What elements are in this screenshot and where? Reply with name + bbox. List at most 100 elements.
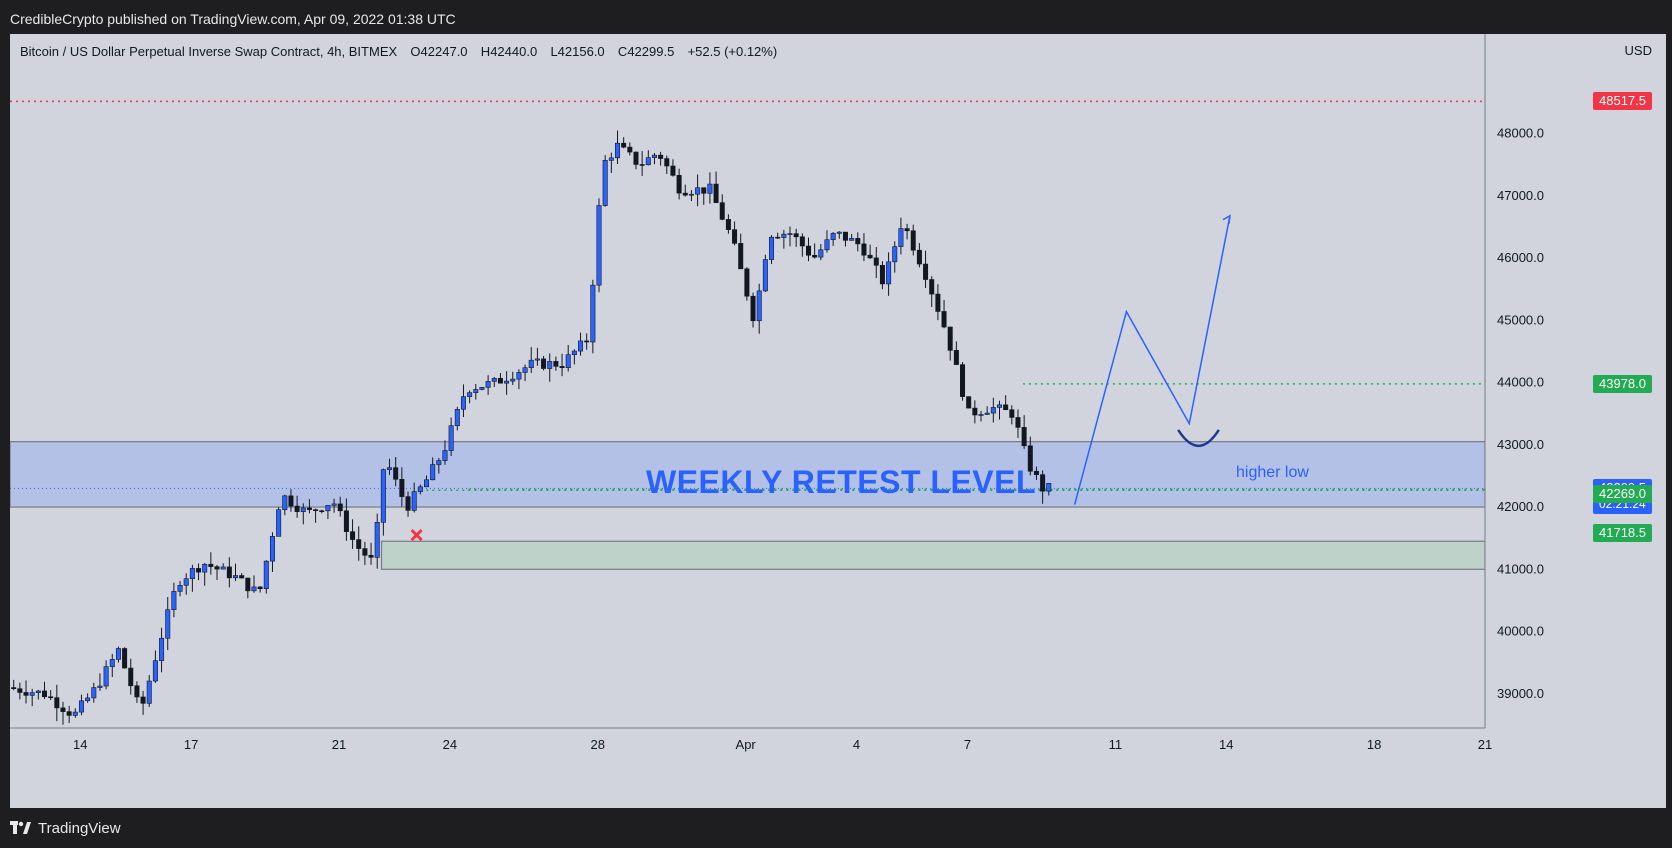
candle-up[interactable] [534,358,540,361]
candle-down[interactable] [682,192,688,196]
candle-up[interactable] [769,236,775,260]
candle-up[interactable] [269,536,275,562]
candle-up[interactable] [978,414,984,416]
candle-down[interactable] [1003,404,1009,411]
candle-down[interactable] [732,229,738,244]
candle-down[interactable] [393,467,399,480]
candle-down[interactable] [873,257,879,266]
candle-up[interactable] [29,692,35,696]
candle-down[interactable] [929,279,935,295]
candle-up[interactable] [516,372,522,380]
candle-up[interactable] [590,284,596,343]
candle-down[interactable] [658,154,664,159]
candle-up[interactable] [251,586,257,592]
candle-up[interactable] [91,687,97,699]
candle-down[interactable] [239,575,245,579]
candle-up[interactable] [491,378,497,382]
candle-down[interactable] [775,236,781,239]
candle-up[interactable] [596,205,602,286]
candle-down[interactable] [60,707,66,712]
candle-down[interactable] [664,158,670,167]
candle-up[interactable] [898,228,904,247]
candle-up[interactable] [756,290,762,322]
candle-up[interactable] [417,486,423,492]
candle-up[interactable] [836,231,842,234]
candle-up[interactable] [220,566,226,570]
candle-up[interactable] [202,563,208,573]
candle-up[interactable] [824,239,830,251]
candle-up[interactable] [473,389,479,393]
candle-down[interactable] [313,509,319,511]
candle-down[interactable] [17,688,23,693]
candle-down[interactable] [337,503,343,512]
candle-down[interactable] [553,361,559,367]
candle-up[interactable] [454,408,460,427]
candle-down[interactable] [923,263,929,280]
candle-up[interactable] [504,380,510,384]
candle-down[interactable] [1027,445,1033,472]
candle-down[interactable] [960,364,966,397]
candle-up[interactable] [331,503,337,506]
candle-up[interactable] [35,690,41,693]
candle-up[interactable] [423,479,429,488]
candle-up[interactable] [886,261,892,285]
candle-down[interactable] [559,366,565,369]
candle-down[interactable] [122,648,128,669]
candle-up[interactable] [528,359,534,369]
candle-up[interactable] [602,160,608,206]
candle-up[interactable] [448,425,454,451]
candle-down[interactable] [1021,427,1027,447]
candle-up[interactable] [688,193,694,196]
candlestick-chart[interactable]: 39000.0 40000.0 41000.0 42000.0 43000.0 44000… [10,34,1666,808]
candle-up[interactable] [300,507,306,512]
candle-down[interactable] [627,146,633,153]
candle-up[interactable] [97,685,103,688]
candle-down[interactable] [134,685,140,698]
candle-up[interactable] [571,350,577,356]
candle-down[interactable] [584,340,590,343]
candle-down[interactable] [66,711,72,716]
candle-down[interactable] [42,690,48,698]
candle-down[interactable] [916,249,922,265]
candle-up[interactable] [442,450,448,461]
candle-down[interactable] [744,268,750,297]
candle-down[interactable] [935,293,941,312]
candle-up[interactable] [387,467,393,470]
candle-down[interactable] [399,479,405,497]
candle-down[interactable] [1015,417,1021,428]
candle-down[interactable] [910,230,916,251]
candle-up[interactable] [152,660,158,682]
candle-up[interactable] [645,157,651,166]
candle-down[interactable] [633,151,639,165]
candle-up[interactable] [276,509,282,537]
candle-up[interactable] [547,361,553,369]
candle-up[interactable] [522,367,528,373]
candle-down[interactable] [319,510,325,512]
candle-up[interactable] [177,584,183,592]
candle-down[interactable] [1040,474,1046,492]
chart-frame[interactable]: 39000.0 40000.0 41000.0 42000.0 43000.0 44000… [10,34,1666,808]
candle-down[interactable] [54,697,60,709]
candle-up[interactable] [109,659,115,667]
candle-down[interactable] [793,233,799,238]
price-scale[interactable] [1485,34,1666,808]
candle-up[interactable] [467,392,473,397]
candle-up[interactable] [996,404,1002,408]
candle-down[interactable] [140,696,146,704]
candle-down[interactable] [966,396,972,409]
candle-down[interactable] [812,254,818,258]
candle-down[interactable] [257,586,263,590]
plot-area[interactable] [10,34,1485,728]
candle-up[interactable] [171,591,177,610]
candle-up[interactable] [787,233,793,235]
candle-up[interactable] [984,412,990,415]
candle-down[interactable] [701,187,707,194]
candle-down[interactable] [725,219,731,230]
candle-down[interactable] [639,164,645,166]
candle-down[interactable] [799,236,805,247]
candle-down[interactable] [368,554,374,558]
candle-down[interactable] [288,495,294,507]
candle-down[interactable] [713,183,719,203]
candle-up[interactable] [103,666,109,687]
candle-up[interactable] [159,637,165,661]
